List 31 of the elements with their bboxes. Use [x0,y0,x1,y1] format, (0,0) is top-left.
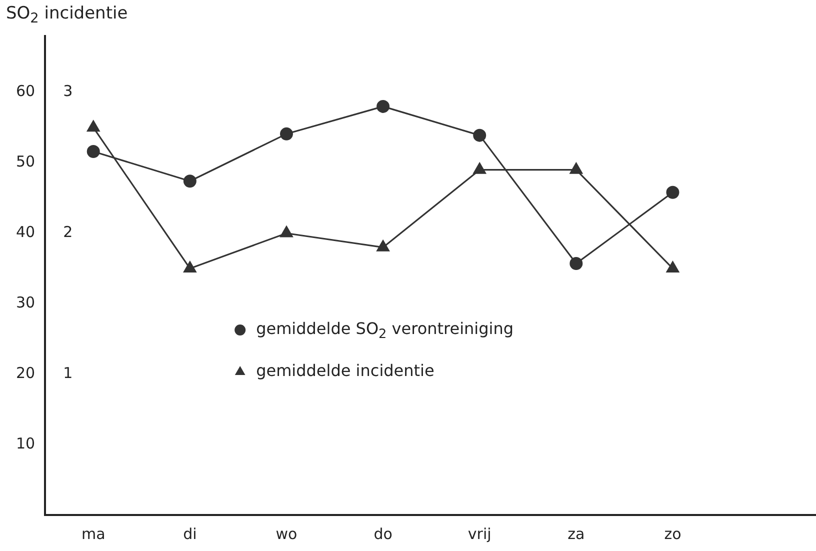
point [666,260,680,272]
point [86,145,100,158]
y-tick-label: 20 [16,364,36,382]
point [570,162,583,174]
x-tick-label: za [568,524,585,543]
x-tick-label: vrij [468,524,492,543]
point [570,257,583,270]
point [473,162,486,174]
x-tick-label: ma [81,524,106,543]
point [666,186,680,199]
y-tick-label: 10 [16,434,36,452]
point [183,174,196,188]
y-tick-label: 50 [16,152,36,171]
point [280,226,294,238]
y2-tick-label: 1 [63,364,73,382]
y-tick-label: 40 [16,223,36,242]
point [280,127,293,140]
point [376,100,390,113]
y-tick-label: 30 [16,294,36,312]
x-tick-label: do [374,524,392,543]
y2-tick-label: 3 [63,82,73,100]
y2-tick-label: 2 [63,223,73,242]
legend-label: gemiddelde incidentie [256,361,434,380]
point [86,120,100,132]
y-tick-label: 60 [16,82,36,100]
x-tick-label: zo [664,524,682,543]
x-tick-label: wo [276,524,298,543]
x-tick-label: di [183,524,197,543]
point [376,240,390,252]
point [473,128,486,142]
point [183,260,196,272]
